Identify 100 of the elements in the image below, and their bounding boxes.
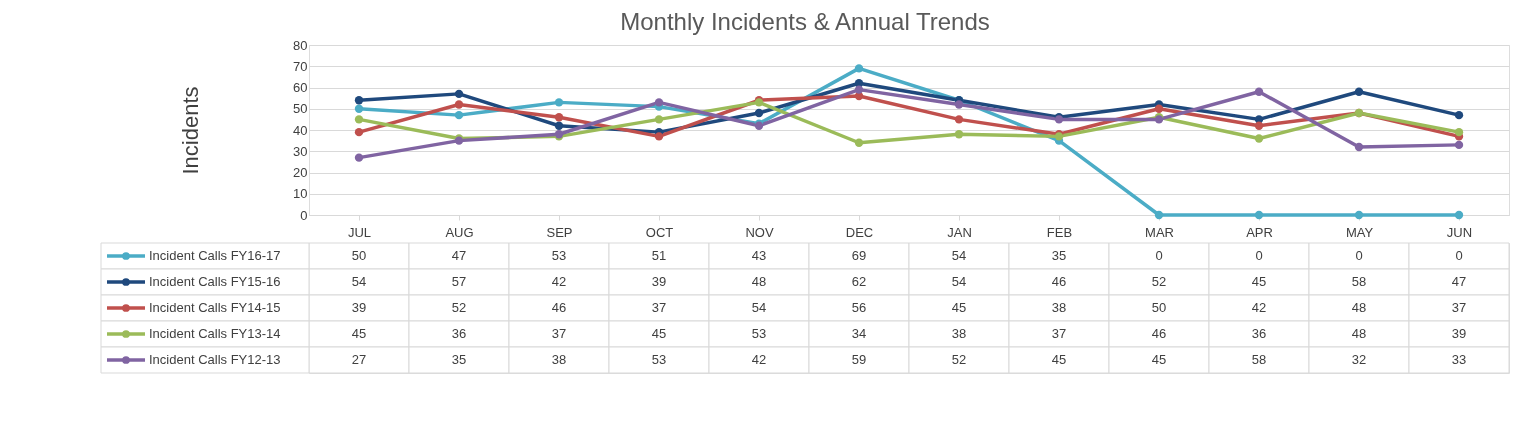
y-tick-label: 60 [293,80,308,95]
legend-label: Incident Calls FY15-16 [149,274,281,289]
data-label: 48 [1351,300,1367,315]
data-label: 37 [651,300,667,315]
data-label: 45 [1051,352,1067,367]
data-label: 47 [1451,274,1467,289]
data-label: 58 [1251,352,1267,367]
data-label: 38 [551,352,567,367]
point [954,115,964,124]
data-label: 48 [751,274,767,289]
data-label: 52 [451,300,467,315]
data-label: 50 [1151,300,1167,315]
point [1254,134,1264,143]
data-label: 27 [351,352,367,367]
x-tick-label: APR [1246,224,1273,240]
data-label: 45 [951,300,967,315]
point [454,110,464,120]
data-label: 39 [651,274,667,289]
point [1254,121,1264,130]
data-label: 53 [751,326,767,341]
data-label: 37 [1051,326,1067,341]
data-label: 45 [351,326,367,341]
point [354,96,364,105]
data-label: 54 [951,248,967,263]
data-label: 42 [551,274,567,289]
data-label: 46 [1151,326,1167,341]
point [1354,87,1364,96]
point [1454,210,1464,220]
point [1454,127,1464,137]
point [954,130,964,139]
legend-label: Incident Calls FY13-14 [149,326,281,341]
data-label: 32 [1351,352,1367,367]
data-label: 38 [1051,300,1067,315]
point [654,115,664,124]
point [854,64,864,73]
point [554,121,564,130]
x-tick-label: DEC [845,224,874,240]
data-label: 57 [451,274,467,289]
data-label: 0 [1155,248,1163,263]
data-label: 0 [1255,248,1263,263]
point [554,113,564,122]
point [954,100,964,109]
x-tick-label: FEB [1046,224,1073,240]
data-label: 58 [1351,274,1367,289]
point [454,89,464,99]
y-tick-label: 70 [293,58,308,74]
data-label: 52 [1151,274,1167,289]
point [1154,104,1164,113]
data-label: 45 [1251,274,1267,289]
point [1354,210,1364,220]
chart-title: Monthly Incidents & Annual Trends [620,7,990,35]
data-label: 42 [751,352,767,367]
data-label: 46 [551,300,567,315]
x-tick-label: MAY [1345,224,1374,240]
point [1254,87,1264,96]
data-label: 39 [1451,326,1467,341]
data-label: 52 [951,352,967,367]
point [754,108,764,118]
point [354,153,364,162]
data-label: 38 [951,326,967,341]
point [454,100,464,109]
y-tick-label: 20 [293,165,308,180]
data-label: 37 [551,326,567,341]
data-label: 47 [451,248,467,263]
y-tick-label: 0 [300,207,308,223]
point [654,98,664,107]
data-label: 54 [751,300,767,315]
data-label: 36 [451,326,467,341]
x-tick-label: OCT [645,224,674,240]
legend-label: Incident Calls FY14-15 [149,300,281,315]
data-label: 56 [851,300,867,315]
point [554,98,564,107]
y-tick-label: 30 [293,143,308,159]
point [354,115,364,124]
point [354,104,364,113]
data-label: 35 [451,352,467,367]
legend-label: Incident Calls FY16-17 [149,248,281,263]
point [1354,142,1364,152]
data-label: 45 [1151,352,1167,367]
data-label: 53 [551,248,567,263]
x-tick-label: JUL [347,224,372,240]
data-label: 46 [1051,274,1067,289]
point [854,85,864,94]
data-label: 69 [851,248,867,263]
data-label: 34 [851,326,867,341]
data-label: 39 [351,300,367,315]
data-label: 43 [751,248,767,263]
data-label: 62 [851,274,867,289]
x-tick-label: JAN [947,224,972,240]
y-tick-label: 50 [293,101,308,117]
point [1154,210,1164,220]
y-tick-label: 10 [293,186,308,202]
x-tick-label: JUN [1446,224,1473,240]
data-label: 35 [1051,248,1067,263]
x-tick-label: MAR [1145,224,1174,240]
x-tick-label: NOV [745,224,774,240]
data-label: 33 [1451,352,1467,367]
data-label: 54 [951,274,967,289]
legend-label: Incident Calls FY12-13 [149,352,281,367]
data-label: 0 [1355,248,1363,263]
